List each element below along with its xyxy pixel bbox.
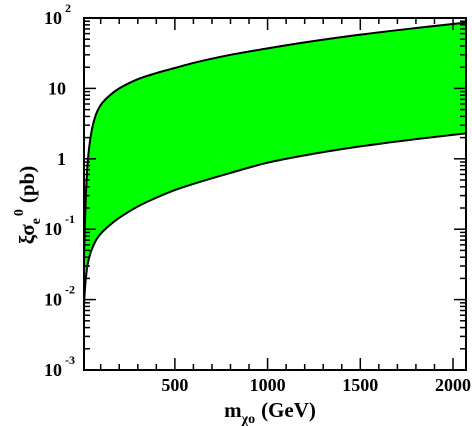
y-tick-label: 10 -2 [44, 283, 75, 310]
plot-frame [83, 17, 467, 371]
band-area [84, 22, 466, 307]
x-axis-title-unit: (GeV) [261, 398, 316, 422]
x-axis-title: mχo (GeV) [224, 398, 316, 427]
x-tick-label: 1500 [342, 375, 378, 395]
y-axis-title-superscript: 0 [12, 209, 27, 216]
band-layer [83, 21, 467, 307]
y-axis-title-prefix: ξσ [15, 224, 39, 244]
x-tick-label: 1000 [250, 375, 286, 395]
x-axis-title-main: m [224, 398, 242, 422]
x-axis-title-subscript: χo [241, 412, 255, 427]
y-tick-label: 10 2 [44, 1, 71, 28]
y-tick-label: 10 -3 [44, 353, 75, 380]
band-lower-edge [83, 132, 467, 307]
x-tick-label: 500 [161, 375, 188, 395]
y-axis-title: ξσe0 (pb) [12, 166, 44, 244]
x-tick-label: 2000 [435, 375, 471, 395]
ticks-layer: 500 1000 1500 2000 10 2 10 1 10-1 10-2 10-3 [44, 1, 471, 395]
y-axis-title-subscript: e [29, 218, 44, 224]
y-tick-label: 10 [48, 78, 66, 98]
y-tick-label: 10 -1 [44, 212, 75, 239]
y-tick-label: 1 [57, 149, 66, 169]
y-axis-title-unit: (pb) [15, 166, 39, 203]
